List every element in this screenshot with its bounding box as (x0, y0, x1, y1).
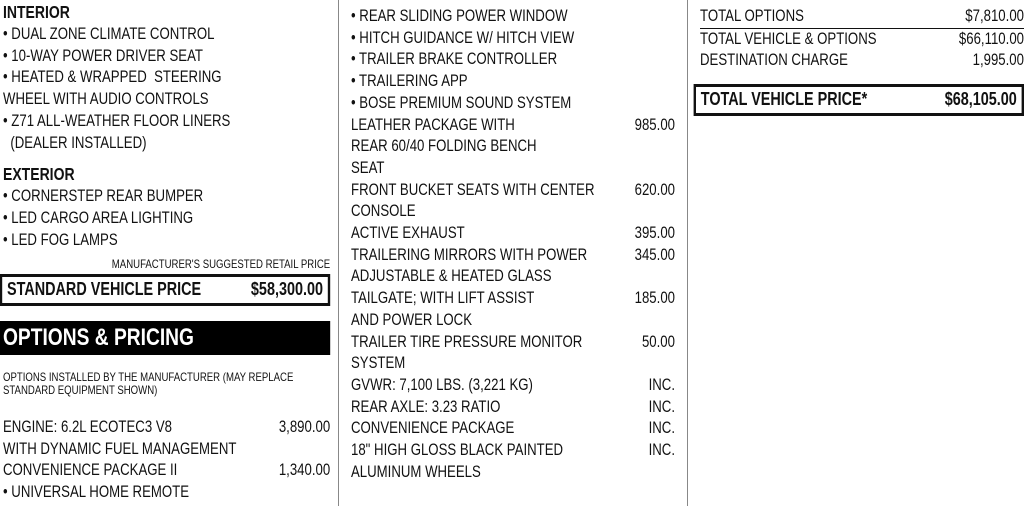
option-line: FRONT BUCKET SEATS WITH CENTER 620.00 (351, 180, 675, 202)
option-line: TAILGATE; WITH LIFT ASSIST 185.00 (351, 288, 675, 310)
option-line: ADJUSTABLE & HEATED GLASS (351, 266, 675, 288)
option-line: TRAILERING MIRRORS WITH POWER 345.00 (351, 245, 675, 267)
option-line-price: 50.00 (641, 332, 675, 351)
option-line-label: GVWR: 7,100 LBS. (3,221 KG) (351, 375, 533, 394)
option-line-price: 185.00 (634, 289, 675, 308)
option-line-price: INC. (648, 397, 675, 416)
option-line-label: • UNIVERSAL HOME REMOTE (3, 483, 190, 502)
option-line-label: TAILGATE; WITH LIFT ASSIST (351, 289, 535, 308)
total-price-value: $68,105.00 (944, 89, 1017, 110)
option-line-label: ADJUSTABLE & HEATED GLASS (351, 267, 552, 286)
option-line-label: CONSOLE (351, 202, 416, 221)
total-line-price: $7,810.00 (965, 7, 1024, 25)
option-line-label: ACTIVE EXHAUST (351, 224, 465, 243)
option-line: SYSTEM (351, 353, 675, 375)
option-line-price: 1,340.00 (278, 461, 331, 480)
option-line-label: • BOSE PREMIUM SOUND SYSTEM (351, 93, 572, 112)
option-line-label: CONVENIENCE PACKAGE (351, 419, 515, 438)
option-line-price: 985.00 (634, 115, 675, 134)
standard-price-label: STANDARD VEHICLE PRICE (7, 279, 202, 300)
option-line: CONVENIENCE PACKAGE II 1,340.00 (3, 460, 330, 482)
options-column: • REAR SLIDING POWER WINDOW • HITCH GUIDA… (351, 6, 675, 483)
totals-column: TOTAL OPTIONS $7,810.00 TOTAL VEHICLE & OP… (693, 6, 1024, 116)
option-line-price: INC. (648, 419, 675, 438)
option-line: WITH DYNAMIC FUEL MANAGEMENT (3, 439, 330, 461)
option-line-price: INC. (648, 375, 675, 394)
interior-feature: WHEEL WITH AUDIO CONTROLS (3, 90, 209, 109)
option-line: SEAT (351, 158, 675, 180)
options-banner: OPTIONS & PRICING (0, 321, 331, 356)
option-line: ENGINE: 6.2L ECOTEC3 V8 3,890.00 (3, 417, 330, 439)
total-line-price: $66,110.00 (958, 29, 1024, 48)
msrp-label: MANUFACTURER'S SUGGESTED RETAIL PRICE (111, 257, 331, 272)
option-line: CONVENIENCE PACKAGE INC. (351, 418, 675, 440)
option-line: CONSOLE (351, 201, 675, 223)
option-line: • HITCH GUIDANCE W/ HITCH VIEW (351, 28, 675, 50)
standard-price-box: STANDARD VEHICLE PRICE $58,300.00 (0, 274, 331, 307)
column-divider (338, 0, 339, 506)
option-line: LEATHER PACKAGE WITH 985.00 (351, 115, 675, 137)
option-line-price: 3,890.00 (278, 418, 331, 437)
exterior-feature: • CORNERSTEP REAR BUMPER (3, 187, 204, 206)
option-line-price: 345.00 (634, 245, 675, 264)
option-line: • UNIVERSAL HOME REMOTE (3, 482, 330, 504)
option-line-price: INC. (648, 441, 675, 460)
option-line-label: SYSTEM (351, 354, 406, 373)
interior-feature: • HEATED & WRAPPED STEERING (3, 68, 222, 87)
total-line-label: TOTAL OPTIONS (700, 7, 804, 25)
total-line: TOTAL VEHICLE & OPTIONS $66,110.00 (700, 29, 1024, 51)
option-line-label: TRAILER TIRE PRESSURE MONITOR (351, 332, 583, 351)
total-line-label: TOTAL VEHICLE & OPTIONS (700, 29, 877, 48)
options-note: OPTIONS INSTALLED BY THE MANUFACTURER (M… (3, 370, 294, 398)
option-line-label: ALUMINUM WHEELS (351, 462, 481, 481)
option-line-label: SEAT (351, 158, 385, 177)
option-line: 18" HIGH GLOSS BLACK PAINTED INC. (351, 440, 675, 462)
option-line-label: AND POWER LOCK (351, 310, 473, 329)
option-line: • TRAILERING APP (351, 71, 675, 93)
exterior-heading: EXTERIOR (3, 164, 75, 185)
option-line: ALUMINUM WHEELS (351, 462, 675, 484)
total-line-label: DESTINATION CHARGE (700, 51, 848, 70)
column-divider (687, 0, 688, 506)
exterior-feature: • LED CARGO AREA LIGHTING (3, 208, 194, 227)
option-line-label: • HITCH GUIDANCE W/ HITCH VIEW (351, 28, 575, 47)
total-price-label: TOTAL VEHICLE PRICE* (700, 89, 868, 110)
interior-feature: • 10-WAY POWER DRIVER SEAT (3, 46, 203, 65)
option-line: REAR 60/40 FOLDING BENCH (351, 136, 675, 158)
total-line-price: 1,995.00 (972, 51, 1024, 70)
option-line: GVWR: 7,100 LBS. (3,221 KG) INC. (351, 375, 675, 397)
option-line-label: WITH DYNAMIC FUEL MANAGEMENT (3, 439, 237, 458)
option-line-price: 395.00 (634, 224, 675, 243)
option-line: • TRAILER BRAKE CONTROLLER (351, 49, 675, 71)
option-line: TRAILER TIRE PRESSURE MONITOR 50.00 (351, 332, 675, 354)
option-line: • BOSE PREMIUM SOUND SYSTEM (351, 93, 675, 115)
option-line: REAR AXLE: 3.23 RATIO INC. (351, 397, 675, 419)
standard-equipment-column: INTERIOR • DUAL ZONE CLIMATE CONTROL • 10… (0, 0, 331, 504)
interior-feature: • Z71 ALL-WEATHER FLOOR LINERS (3, 111, 231, 130)
standard-price-value: $58,300.00 (250, 279, 323, 300)
option-line-label: • TRAILERING APP (351, 72, 468, 91)
option-line-label: CONVENIENCE PACKAGE II (3, 461, 178, 480)
option-line-label: REAR 60/40 FOLDING BENCH (351, 137, 537, 156)
interior-feature: (DEALER INSTALLED) (3, 133, 147, 152)
option-line-label: FRONT BUCKET SEATS WITH CENTER (351, 180, 595, 199)
option-line-label: 18" HIGH GLOSS BLACK PAINTED (351, 441, 564, 460)
option-line-price: 620.00 (634, 180, 675, 199)
option-line-label: TRAILERING MIRRORS WITH POWER (351, 245, 588, 264)
option-line: ACTIVE EXHAUST 395.00 (351, 223, 675, 245)
exterior-feature: • LED FOG LAMPS (3, 230, 118, 249)
interior-feature: • DUAL ZONE CLIMATE CONTROL (3, 25, 215, 43)
option-line: AND POWER LOCK (351, 310, 675, 332)
option-line-label: REAR AXLE: 3.23 RATIO (351, 397, 501, 416)
option-line-label: LEATHER PACKAGE WITH (351, 115, 515, 134)
option-line-label: • TRAILER BRAKE CONTROLLER (351, 50, 558, 69)
total-price-box: TOTAL VEHICLE PRICE* $68,105.00 (693, 84, 1024, 116)
option-line-label: • REAR SLIDING POWER WINDOW (351, 7, 568, 25)
total-line: DESTINATION CHARGE 1,995.00 (700, 50, 1024, 72)
option-line: • REAR SLIDING POWER WINDOW (351, 6, 675, 28)
total-line: TOTAL OPTIONS $7,810.00 (700, 6, 1024, 29)
option-line-label: ENGINE: 6.2L ECOTEC3 V8 (3, 418, 172, 437)
interior-heading: INTERIOR (3, 2, 70, 22)
